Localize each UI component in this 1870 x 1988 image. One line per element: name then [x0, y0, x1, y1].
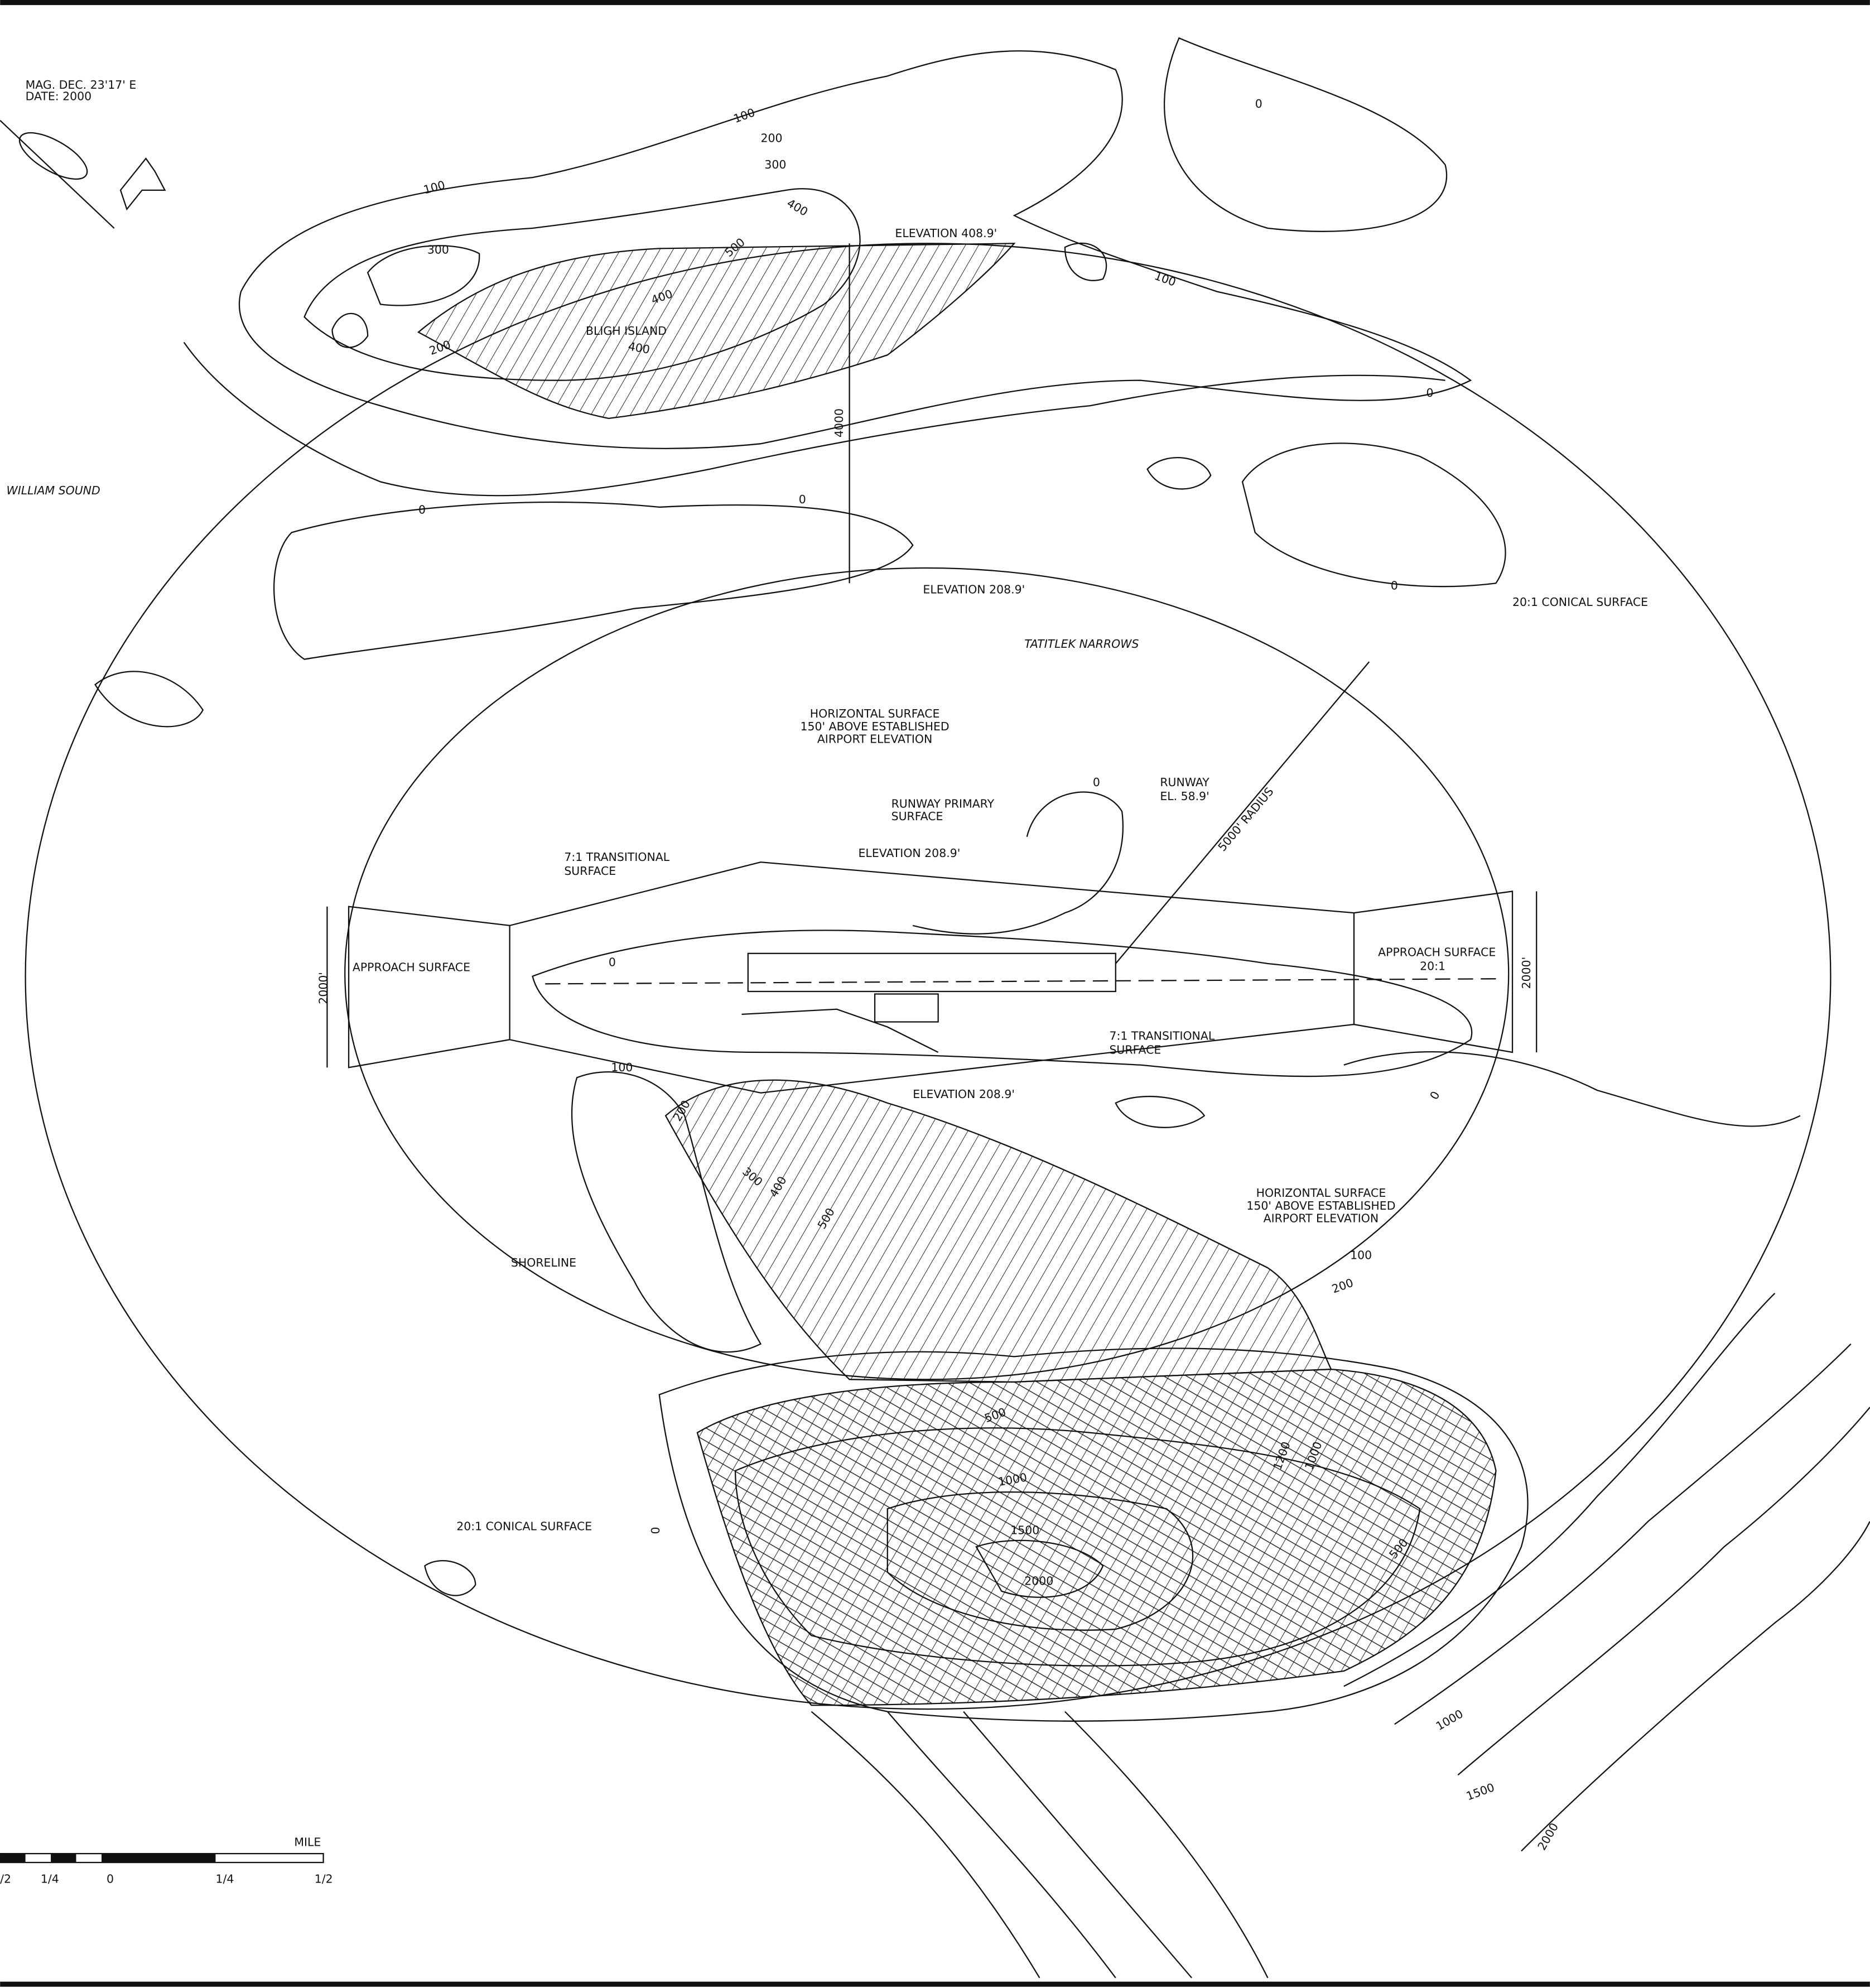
contour-label: 0: [609, 956, 616, 969]
map-label: /2: [0, 1872, 11, 1885]
contour-label: 100: [732, 105, 757, 126]
contour-label: 0: [1426, 386, 1434, 399]
airspace-surfaces: [25, 243, 1832, 1710]
map-label: 2000': [316, 972, 330, 1004]
map-label: 150' ABOVE ESTABLISHED: [801, 720, 950, 733]
scale-bar: [0, 1852, 324, 1864]
contour-label: 1500: [1464, 1780, 1496, 1803]
contour-label: 200: [1330, 1276, 1355, 1296]
contour-label: 0: [799, 493, 806, 506]
map-label: 150' ABOVE ESTABLISHED: [1246, 1199, 1395, 1212]
contour-label: 0: [1427, 1089, 1442, 1102]
contour-label: 300: [764, 158, 786, 171]
contour-label: 100: [422, 178, 446, 196]
map-label: 1/4: [41, 1872, 59, 1885]
map-label: 2000': [1520, 957, 1533, 989]
map-label: MAG. DEC. 23'17' E: [26, 78, 137, 92]
map-label: 1/4: [215, 1872, 234, 1885]
map-label: AIRPORT ELEVATION: [1264, 1212, 1379, 1225]
map-label: HORIZONTAL SURFACE: [810, 707, 940, 720]
contour-label: 1500: [1010, 1524, 1039, 1537]
map-label: ELEVATION 208.9': [859, 846, 961, 860]
map-label: SURFACE: [891, 810, 943, 823]
map-label: 4000: [832, 408, 846, 437]
map-label: AIRPORT ELEVATION: [817, 733, 932, 746]
map-label: 1/2: [315, 1872, 333, 1885]
map-label: ELEVATION 208.9': [923, 583, 1025, 596]
map-label: 20:1 CONICAL SURFACE: [1512, 595, 1648, 609]
contour-label: 400: [785, 196, 811, 219]
map-label: 20:1 CONICAL SURFACE: [456, 1520, 592, 1533]
map-label: SURFACE: [1109, 1043, 1161, 1056]
map-label: RUNWAY: [1160, 776, 1209, 789]
map-label: SURFACE: [564, 864, 616, 878]
contour-lines: [94, 37, 1870, 1979]
contour-label: 300: [427, 243, 449, 256]
map-label: ELEVATION 208.9': [913, 1087, 1015, 1101]
map-label: MILE: [294, 1836, 321, 1849]
map-label: EL. 58.9': [1160, 790, 1209, 803]
contour-label: 0: [1093, 776, 1100, 789]
contour-label: 1000: [1434, 1707, 1466, 1733]
map-label: APPROACH SURFACE: [353, 961, 470, 974]
map-label: 7:1 TRANSITIONAL: [564, 850, 669, 864]
north-arrow: [0, 120, 166, 229]
map-label: 5000' RADIUS: [1215, 785, 1276, 854]
map-label: ELEVATION 408.9': [895, 227, 997, 240]
map-label: RUNWAY PRIMARY: [891, 797, 995, 810]
map-label: WILLIAM SOUND: [7, 484, 100, 497]
map-label: BLIGH ISLAND: [586, 324, 667, 338]
map-label: HORIZONTAL SURFACE: [1256, 1186, 1386, 1200]
map-label: DATE: 2000: [26, 90, 92, 103]
map-label: 7:1 TRANSITIONAL: [1109, 1029, 1214, 1042]
contour-label: 2000: [1024, 1574, 1053, 1587]
map-label: 20:1: [1420, 959, 1445, 973]
contour-label: 2000: [1535, 1821, 1561, 1852]
map-label: 0: [107, 1872, 114, 1885]
contour-label: 0: [1255, 97, 1262, 110]
contour-label: 100: [611, 1061, 633, 1074]
contour-label: 0: [418, 503, 426, 516]
contour-label: 100: [1350, 1248, 1372, 1262]
map-label: SHORELINE: [511, 1256, 576, 1269]
contour-label: 0: [649, 1527, 662, 1534]
contour-label: 0: [1391, 579, 1398, 593]
contour-label: 200: [761, 132, 783, 145]
contour-label: 100: [1153, 269, 1178, 289]
map-label: TATITLEK NARROWS: [1024, 637, 1139, 651]
map-label: APPROACH SURFACE: [1378, 945, 1496, 959]
hatched-terrain: [417, 243, 1497, 1706]
